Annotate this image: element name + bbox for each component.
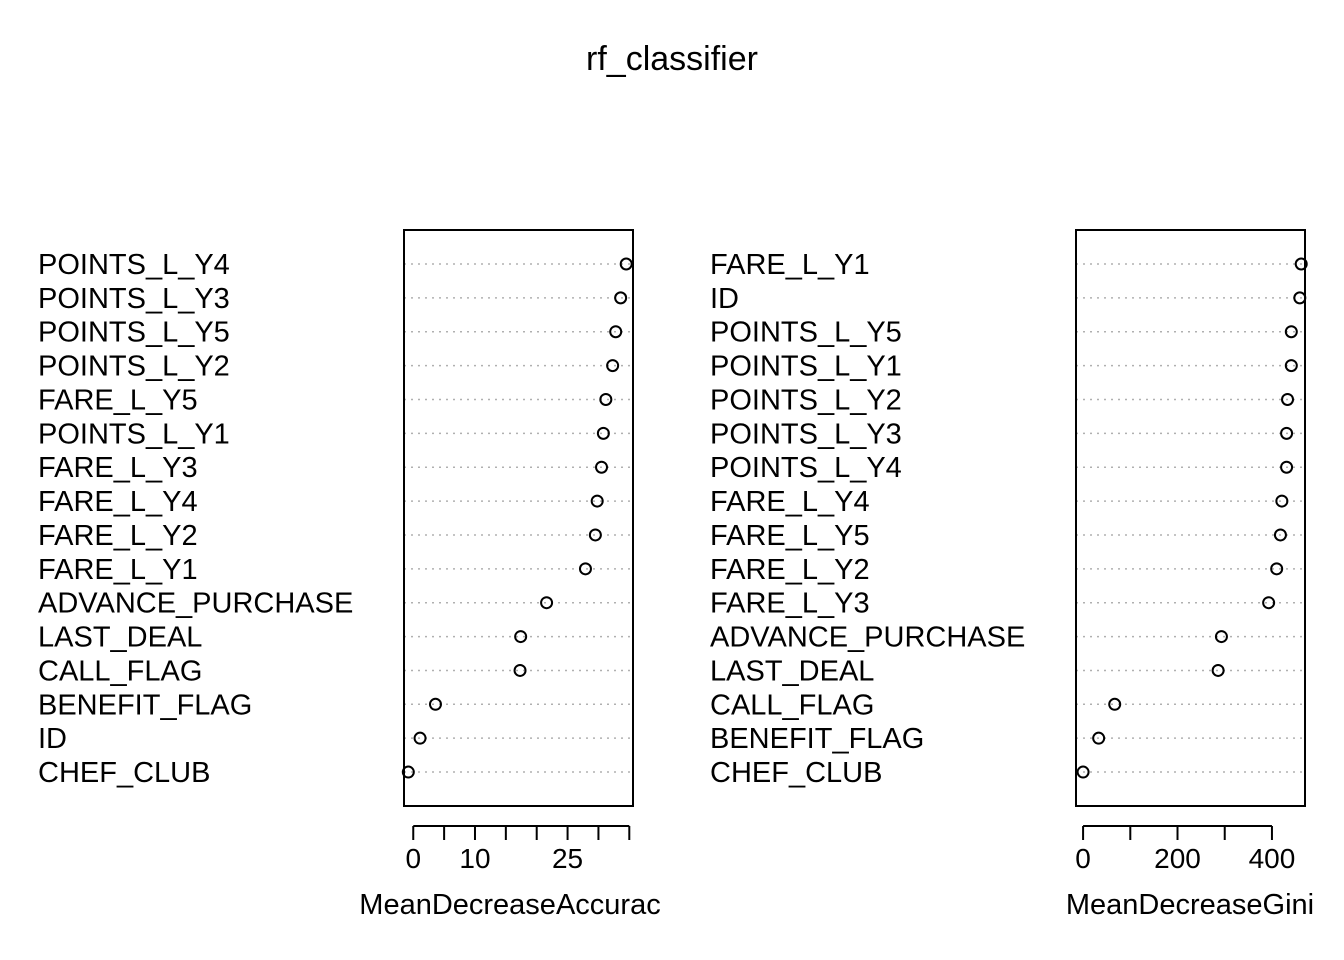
category-label: POINTS_L_Y4 [710, 452, 902, 484]
category-label: POINTS_L_Y5 [38, 317, 230, 349]
x-tick-label: 10 [459, 843, 490, 874]
category-label: BENEFIT_FLAG [710, 723, 924, 755]
category-label: POINTS_L_Y1 [38, 418, 230, 450]
category-label: FARE_L_Y5 [710, 520, 870, 552]
category-label: CHEF_CLUB [38, 757, 210, 789]
category-label: POINTS_L_Y4 [38, 249, 230, 281]
category-label: FARE_L_Y3 [38, 452, 198, 484]
category-label: CALL_FLAG [710, 689, 874, 721]
data-point [428, 697, 442, 711]
category-label: ADVANCE_PURCHASE [710, 622, 1025, 654]
plot-box [1075, 229, 1306, 807]
data-point [1076, 765, 1090, 779]
category-label: FARE_L_Y1 [38, 554, 198, 586]
x-axis-label: MeanDecreaseAccurac [359, 889, 660, 921]
data-point [1293, 291, 1307, 305]
panel-mean-decrease-gini: FARE_L_Y1IDPOINTS_L_Y5POINTS_L_Y1POINTS_… [710, 229, 1314, 921]
category-label: POINTS_L_Y1 [710, 351, 902, 383]
category-label: ID [710, 283, 739, 315]
category-label: ADVANCE_PURCHASE [38, 588, 353, 620]
data-point [1284, 325, 1298, 339]
category-label: FARE_L_Y3 [710, 588, 870, 620]
category-label: LAST_DEAL [710, 655, 874, 687]
data-point [401, 765, 415, 779]
x-tick-label: 25 [552, 843, 583, 874]
category-label: FARE_L_Y1 [710, 249, 870, 281]
category-label: FARE_L_Y4 [710, 486, 870, 518]
data-point [1211, 663, 1225, 677]
data-point [1275, 494, 1289, 508]
data-point [540, 596, 554, 610]
data-point [514, 630, 528, 644]
data-point [1092, 731, 1106, 745]
category-label: FARE_L_Y2 [710, 554, 870, 586]
data-point [578, 562, 592, 576]
data-point [1281, 392, 1295, 406]
category-label: FARE_L_Y4 [38, 486, 198, 518]
chart-title: rf_classifier [586, 40, 758, 78]
data-point [1280, 460, 1294, 474]
data-point [1262, 596, 1276, 610]
category-label: LAST_DEAL [38, 622, 202, 654]
data-point [590, 494, 604, 508]
data-point [1270, 562, 1284, 576]
data-point [1294, 257, 1308, 271]
data-point [1214, 630, 1228, 644]
plot-box [403, 229, 634, 807]
category-label: POINTS_L_Y2 [710, 384, 902, 416]
data-point [606, 359, 620, 373]
data-point [595, 460, 609, 474]
category-label: ID [38, 723, 67, 755]
category-label: POINTS_L_Y3 [710, 418, 902, 450]
category-label: POINTS_L_Y2 [38, 351, 230, 383]
category-label: CHEF_CLUB [710, 757, 882, 789]
category-label: POINTS_L_Y3 [38, 283, 230, 315]
data-point [614, 291, 628, 305]
data-point [513, 663, 527, 677]
x-axis-label: MeanDecreaseGini [1066, 889, 1314, 921]
category-label: CALL_FLAG [38, 655, 202, 687]
data-point [1273, 528, 1287, 542]
data-point [609, 325, 623, 339]
category-label: BENEFIT_FLAG [38, 689, 252, 721]
x-tick-label: 0 [1075, 843, 1091, 874]
data-point [1284, 359, 1298, 373]
category-label: POINTS_L_Y5 [710, 317, 902, 349]
data-point [1108, 697, 1122, 711]
data-point [599, 392, 613, 406]
data-point [588, 528, 602, 542]
x-tick-label: 0 [405, 843, 421, 874]
data-point [413, 731, 427, 745]
data-point [1280, 426, 1294, 440]
panel-mean-decrease-accuracy: POINTS_L_Y4POINTS_L_Y3POINTS_L_Y5POINTS_… [38, 229, 661, 921]
data-point [619, 257, 633, 271]
category-label: FARE_L_Y5 [38, 384, 198, 416]
x-tick-label: 200 [1154, 843, 1201, 874]
category-label: FARE_L_Y2 [38, 520, 198, 552]
x-tick-label: 400 [1249, 843, 1296, 874]
data-point [596, 426, 610, 440]
